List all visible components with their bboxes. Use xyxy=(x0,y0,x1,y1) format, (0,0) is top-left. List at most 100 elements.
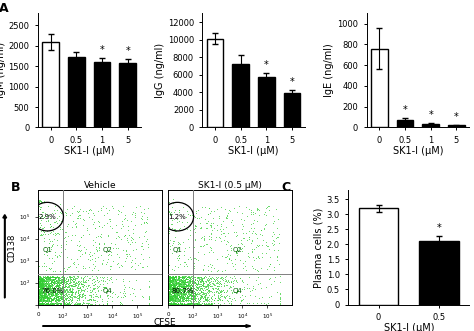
Point xyxy=(36,280,43,285)
Point xyxy=(49,274,56,280)
Point xyxy=(166,300,173,306)
Point xyxy=(165,292,173,297)
Point xyxy=(113,222,120,228)
Point xyxy=(166,302,173,307)
Point xyxy=(179,274,187,280)
Point xyxy=(50,284,58,289)
Point xyxy=(39,295,46,300)
Point xyxy=(266,275,274,281)
Point xyxy=(173,282,180,287)
Point xyxy=(41,301,49,306)
Point xyxy=(63,212,70,217)
Point xyxy=(168,294,176,300)
Point xyxy=(198,205,205,210)
Point xyxy=(40,284,47,289)
Point xyxy=(173,277,180,282)
Point xyxy=(35,302,43,307)
Point xyxy=(172,298,179,304)
Point xyxy=(37,294,45,300)
Point xyxy=(210,282,218,287)
Point xyxy=(48,281,55,286)
Point xyxy=(179,290,187,295)
Point xyxy=(194,285,201,290)
Text: Q2: Q2 xyxy=(233,247,242,253)
Point xyxy=(95,242,103,247)
Point xyxy=(166,275,174,280)
Point xyxy=(103,277,110,282)
Point xyxy=(37,283,45,288)
Point xyxy=(39,278,47,284)
Point xyxy=(171,275,179,280)
Point xyxy=(166,246,174,251)
Point xyxy=(175,281,182,286)
Point xyxy=(248,247,256,252)
Point xyxy=(108,291,116,296)
Point xyxy=(51,275,58,280)
Point xyxy=(227,253,234,258)
Point xyxy=(165,281,173,287)
Point xyxy=(255,207,263,212)
Point xyxy=(192,292,200,297)
Point xyxy=(45,294,52,299)
Point xyxy=(243,281,251,287)
Point xyxy=(86,287,94,292)
Point xyxy=(132,222,139,227)
Point xyxy=(38,300,46,305)
Point xyxy=(35,291,42,296)
Point xyxy=(41,288,48,294)
Point xyxy=(47,290,55,295)
Point xyxy=(183,302,191,307)
Point xyxy=(56,205,64,211)
Point xyxy=(175,283,182,288)
Point xyxy=(203,282,210,287)
Point xyxy=(190,298,198,304)
Point xyxy=(35,290,42,295)
Point xyxy=(57,278,65,284)
Point xyxy=(49,288,56,293)
Point xyxy=(76,291,83,297)
Point xyxy=(182,298,189,304)
Point xyxy=(184,295,192,300)
Point xyxy=(166,300,174,306)
Point xyxy=(170,285,178,290)
Point xyxy=(47,287,55,292)
Point xyxy=(89,287,96,292)
Point xyxy=(186,283,194,289)
Point xyxy=(46,267,54,272)
Point xyxy=(39,280,46,285)
Point xyxy=(251,246,258,252)
Point xyxy=(40,282,47,287)
Point xyxy=(54,293,62,299)
Point xyxy=(218,268,226,274)
Point xyxy=(180,285,188,291)
Point xyxy=(211,296,219,301)
Point xyxy=(193,302,201,307)
Point xyxy=(180,291,188,297)
Point xyxy=(50,288,57,293)
Point xyxy=(194,301,202,307)
Point xyxy=(43,300,51,306)
Point xyxy=(37,280,45,285)
Point xyxy=(170,293,178,298)
Point xyxy=(51,293,59,298)
Point xyxy=(45,302,53,307)
Point xyxy=(81,286,89,291)
Point xyxy=(128,234,135,240)
Point xyxy=(220,230,228,235)
Point xyxy=(72,302,80,307)
Point xyxy=(52,290,60,295)
Point xyxy=(167,283,174,289)
Point xyxy=(85,207,92,213)
Point xyxy=(165,275,173,281)
Point xyxy=(70,259,77,264)
Point xyxy=(89,286,96,291)
Point xyxy=(174,293,182,298)
Point xyxy=(78,291,85,297)
Point xyxy=(45,279,52,284)
Point xyxy=(50,301,58,307)
Point xyxy=(180,248,188,254)
Point xyxy=(180,294,188,299)
Point xyxy=(58,282,65,287)
Point xyxy=(55,289,63,295)
Point xyxy=(183,285,191,290)
